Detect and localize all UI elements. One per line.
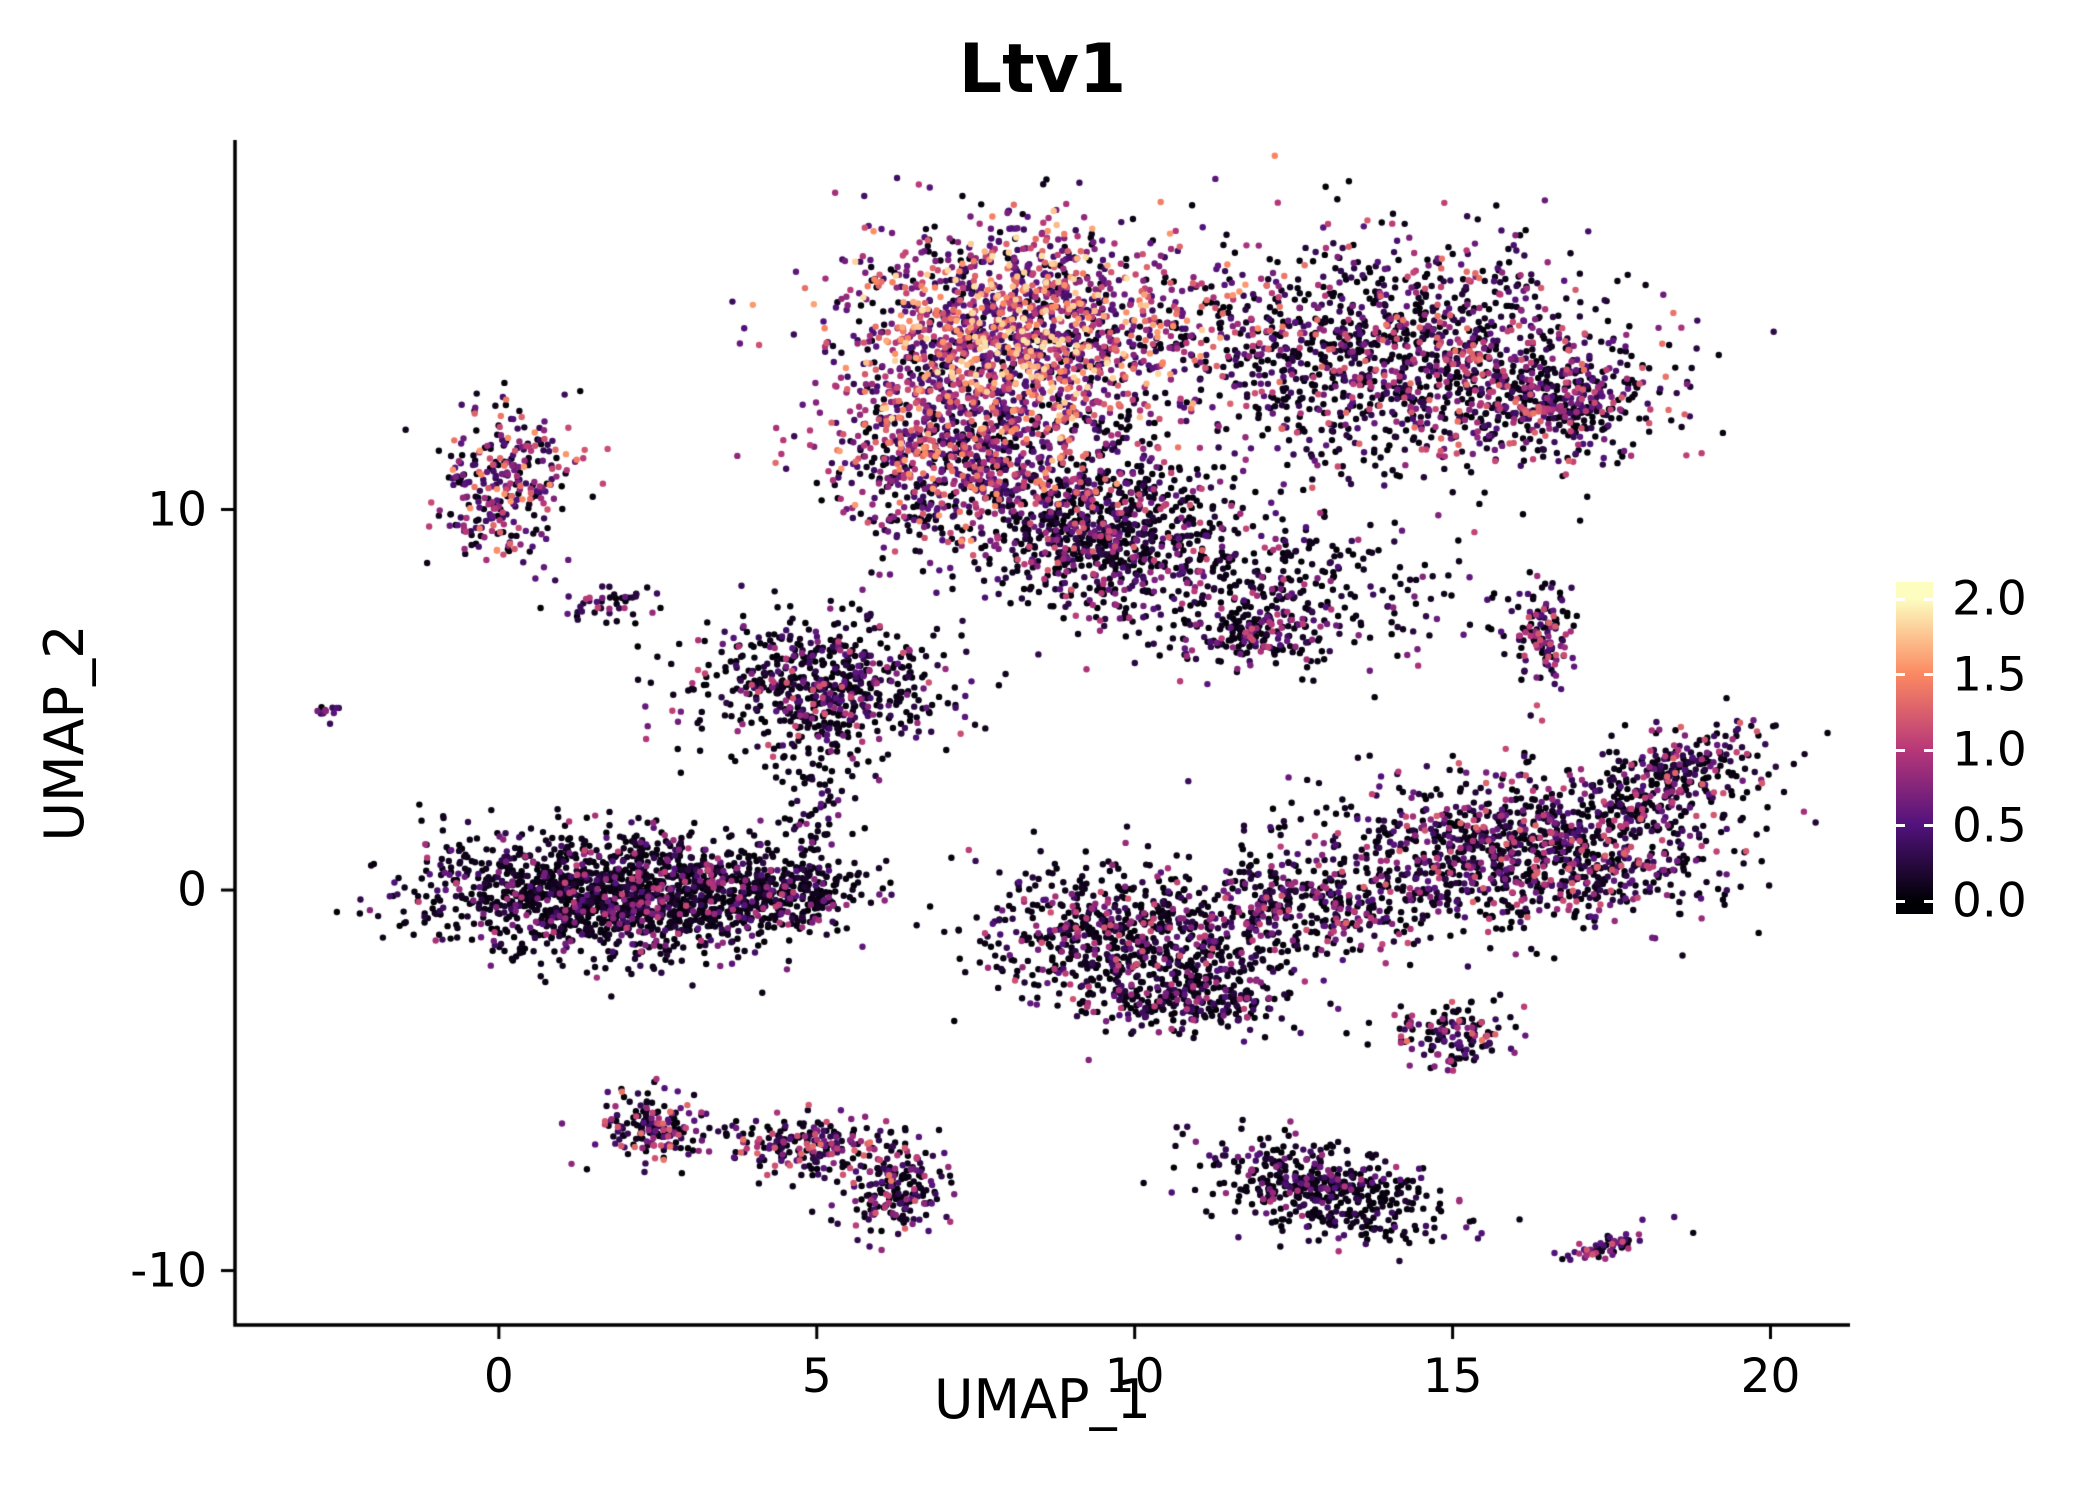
y-tick-label: 0 bbox=[177, 862, 207, 918]
colorbar-tick-label: 0.5 bbox=[1952, 798, 2027, 853]
colorbar-tick-mark bbox=[1896, 899, 1905, 903]
colorbar-gradient bbox=[1896, 582, 1933, 914]
x-axis-label: UMAP_1 bbox=[934, 1368, 1151, 1431]
colorbar-tick-mark bbox=[1924, 899, 1933, 903]
x-tick-label: 15 bbox=[1422, 1349, 1483, 1404]
colorbar-tick-mark bbox=[1896, 748, 1905, 752]
y-tick-label: 10 bbox=[147, 482, 207, 537]
x-tick-label: 20 bbox=[1740, 1349, 1801, 1404]
colorbar-tick-mark bbox=[1924, 673, 1933, 676]
y-axis-label: UMAP_2 bbox=[33, 624, 96, 842]
colorbar-tick-mark bbox=[1896, 824, 1905, 827]
colorbar-tick-label: 1.0 bbox=[1952, 722, 2027, 778]
colorbar-tick-label: 0.0 bbox=[1952, 873, 2027, 929]
colorbar-tick-mark bbox=[1924, 748, 1933, 752]
x-tick-label: 0 bbox=[483, 1349, 514, 1404]
y-tick-label: -10 bbox=[130, 1243, 207, 1299]
plot-title: Ltv1 bbox=[958, 30, 1127, 109]
colorbar-tick-mark bbox=[1924, 824, 1933, 827]
colorbar-tick-mark bbox=[1896, 673, 1905, 676]
x-tick-label: 5 bbox=[801, 1349, 832, 1404]
colorbar-tick-mark bbox=[1924, 597, 1933, 601]
colorbar-tick-label: 1.5 bbox=[1952, 647, 2027, 702]
colorbar-tick-label: 2.0 bbox=[1952, 571, 2027, 627]
x-tick-label: 10 bbox=[1104, 1349, 1165, 1404]
colorbar-tick-mark bbox=[1896, 597, 1905, 601]
